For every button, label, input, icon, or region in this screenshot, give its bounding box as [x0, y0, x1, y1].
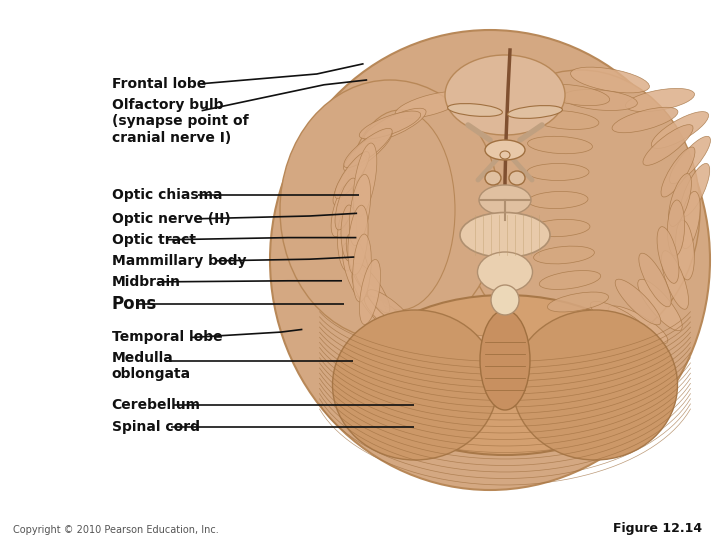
Text: Optic tract: Optic tract: [112, 233, 196, 247]
Ellipse shape: [662, 251, 688, 309]
Ellipse shape: [341, 205, 357, 261]
Ellipse shape: [367, 289, 415, 330]
Ellipse shape: [509, 171, 525, 185]
Ellipse shape: [612, 107, 678, 133]
Ellipse shape: [570, 67, 649, 93]
Ellipse shape: [333, 155, 367, 205]
Text: Olfactory bulb
(synapse point of
cranial nerve I): Olfactory bulb (synapse point of cranial…: [112, 98, 248, 145]
Ellipse shape: [528, 192, 588, 208]
Ellipse shape: [345, 110, 455, 310]
Ellipse shape: [562, 90, 637, 111]
Ellipse shape: [346, 234, 370, 290]
Text: Temporal lobe: Temporal lobe: [112, 330, 222, 345]
Ellipse shape: [359, 259, 381, 325]
Ellipse shape: [354, 263, 390, 313]
Ellipse shape: [348, 205, 368, 275]
Ellipse shape: [331, 184, 353, 237]
Ellipse shape: [335, 178, 357, 230]
Ellipse shape: [480, 310, 530, 410]
Ellipse shape: [528, 136, 593, 154]
Ellipse shape: [460, 70, 700, 350]
Ellipse shape: [384, 317, 446, 347]
Ellipse shape: [479, 185, 531, 215]
Ellipse shape: [669, 173, 691, 226]
Ellipse shape: [639, 253, 671, 307]
Ellipse shape: [608, 306, 668, 344]
Ellipse shape: [485, 171, 501, 185]
Ellipse shape: [530, 219, 590, 237]
Ellipse shape: [580, 323, 644, 347]
Ellipse shape: [547, 292, 608, 312]
Ellipse shape: [513, 310, 678, 460]
Ellipse shape: [670, 136, 711, 184]
Text: Copyright © 2010 Pearson Education, Inc.: Copyright © 2010 Pearson Education, Inc.: [13, 524, 219, 535]
Ellipse shape: [354, 143, 377, 217]
Ellipse shape: [436, 334, 496, 352]
Ellipse shape: [280, 80, 500, 340]
Text: Frontal lobe: Frontal lobe: [112, 77, 206, 91]
Ellipse shape: [680, 164, 710, 217]
Ellipse shape: [460, 213, 550, 258]
Ellipse shape: [680, 191, 700, 248]
Ellipse shape: [335, 152, 369, 198]
Ellipse shape: [615, 279, 661, 325]
Ellipse shape: [353, 234, 372, 302]
Ellipse shape: [534, 246, 595, 264]
Ellipse shape: [485, 140, 525, 160]
Ellipse shape: [500, 151, 510, 159]
Ellipse shape: [508, 105, 562, 118]
Ellipse shape: [643, 125, 693, 165]
Ellipse shape: [554, 330, 616, 349]
Ellipse shape: [270, 30, 710, 490]
Ellipse shape: [343, 129, 392, 171]
Text: Pons: Pons: [112, 295, 157, 313]
Text: Spinal cord: Spinal cord: [112, 420, 199, 434]
Ellipse shape: [360, 295, 650, 455]
Text: Midbrain: Midbrain: [112, 275, 181, 289]
Text: Optic nerve (II): Optic nerve (II): [112, 212, 230, 226]
Text: Figure 12.14: Figure 12.14: [613, 522, 702, 535]
Ellipse shape: [364, 108, 426, 142]
Ellipse shape: [349, 174, 371, 246]
Text: Mammillary body: Mammillary body: [112, 254, 246, 268]
Ellipse shape: [661, 147, 695, 197]
Ellipse shape: [527, 164, 589, 180]
Ellipse shape: [667, 200, 685, 256]
Ellipse shape: [477, 252, 533, 292]
Ellipse shape: [531, 111, 599, 130]
Ellipse shape: [626, 89, 695, 112]
Ellipse shape: [445, 55, 565, 135]
Ellipse shape: [491, 285, 519, 315]
Ellipse shape: [675, 220, 694, 280]
Ellipse shape: [590, 301, 646, 335]
Ellipse shape: [540, 84, 610, 106]
Ellipse shape: [539, 271, 600, 289]
Ellipse shape: [409, 330, 471, 350]
Text: Optic chiasma: Optic chiasma: [112, 188, 222, 202]
Ellipse shape: [343, 244, 368, 301]
Ellipse shape: [359, 111, 420, 139]
Ellipse shape: [352, 271, 388, 325]
Text: Medulla
oblongata: Medulla oblongata: [112, 351, 191, 381]
Ellipse shape: [448, 104, 503, 117]
Ellipse shape: [638, 279, 683, 330]
Ellipse shape: [333, 310, 498, 460]
Ellipse shape: [343, 129, 392, 167]
Ellipse shape: [395, 92, 465, 118]
Ellipse shape: [657, 227, 679, 284]
Ellipse shape: [364, 296, 415, 340]
Ellipse shape: [652, 112, 708, 149]
Ellipse shape: [338, 213, 354, 271]
Text: Cerebellum: Cerebellum: [112, 398, 201, 412]
